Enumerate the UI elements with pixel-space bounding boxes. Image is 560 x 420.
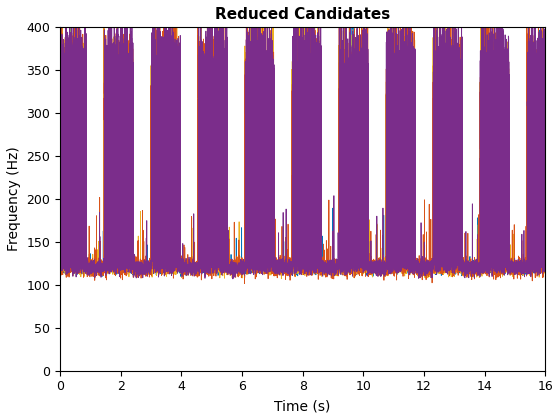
Y-axis label: Frequency (Hz): Frequency (Hz) bbox=[7, 147, 21, 252]
X-axis label: Time (s): Time (s) bbox=[274, 399, 331, 413]
Title: Reduced Candidates: Reduced Candidates bbox=[215, 7, 390, 22]
